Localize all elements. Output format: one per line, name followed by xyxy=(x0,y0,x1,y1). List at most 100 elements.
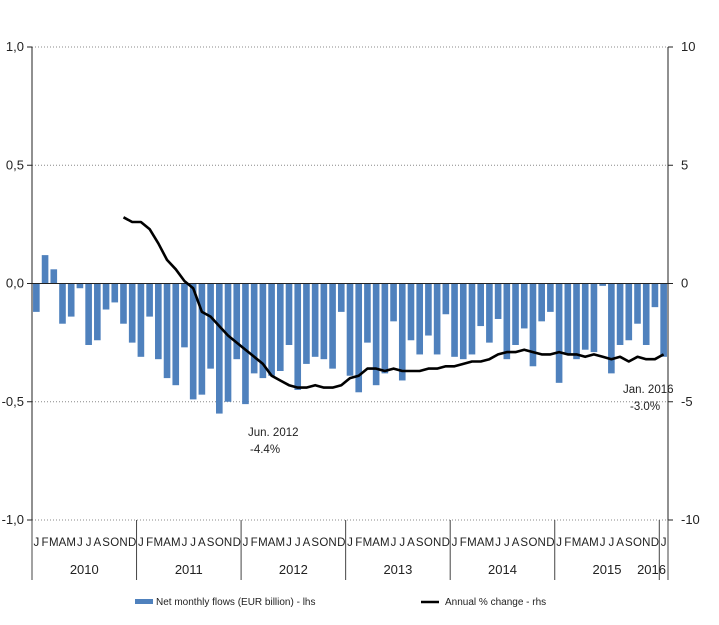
bar xyxy=(155,283,162,360)
legend-line-label: Annual % change - rhs xyxy=(445,597,546,608)
bar xyxy=(599,283,606,286)
bar xyxy=(94,283,101,341)
bar xyxy=(137,283,145,357)
annotation-min-line1: Jun. 2012 xyxy=(248,427,299,439)
bar xyxy=(538,283,545,322)
month-label: M xyxy=(66,537,76,549)
axes xyxy=(27,46,673,580)
month-label: M xyxy=(363,537,373,549)
bar xyxy=(216,283,223,414)
month-label: D xyxy=(337,537,345,549)
annotation-last-line2: -3.0% xyxy=(630,401,660,413)
bar xyxy=(337,283,345,312)
right-tick-label: -10 xyxy=(681,512,700,527)
month-label: A xyxy=(477,537,485,549)
month-label: N xyxy=(642,537,650,549)
bar xyxy=(433,283,441,355)
bar xyxy=(634,283,641,324)
bar xyxy=(207,283,214,369)
month-label: M xyxy=(154,537,164,549)
month-label: N xyxy=(433,537,441,549)
right-axis-ticks: 10 5 0 -5 -10 xyxy=(681,39,700,527)
month-label: D xyxy=(233,537,241,549)
month-label: S xyxy=(207,537,215,549)
month-label: J xyxy=(286,537,292,549)
month-label: S xyxy=(625,537,633,549)
month-label: F xyxy=(460,537,467,549)
month-label: A xyxy=(303,537,311,549)
bar xyxy=(390,283,397,322)
annotation-min-line2: -4.4% xyxy=(250,444,280,456)
month-label: J xyxy=(77,537,83,549)
month-label: M xyxy=(49,537,59,549)
month-label: M xyxy=(258,537,268,549)
month-label: M xyxy=(589,537,599,549)
legend-bar-swatch xyxy=(135,599,153,604)
month-label: O xyxy=(424,537,433,549)
bar xyxy=(163,283,171,379)
month-label: J xyxy=(495,537,501,549)
bar xyxy=(590,283,598,353)
month-label: F xyxy=(146,537,153,549)
bar xyxy=(573,283,580,360)
bar xyxy=(111,283,119,303)
month-label: O xyxy=(110,537,119,549)
month-label: A xyxy=(407,537,415,549)
bar xyxy=(651,283,659,308)
bar xyxy=(642,283,650,345)
month-label: M xyxy=(572,537,582,549)
bar xyxy=(268,283,275,376)
annual-change-line xyxy=(122,216,665,389)
left-tick-label: -0,5 xyxy=(2,394,24,409)
bar xyxy=(33,283,40,312)
bar xyxy=(198,283,206,395)
month-label: F xyxy=(251,537,258,549)
month-label: J xyxy=(608,537,614,549)
month-label: N xyxy=(119,537,127,549)
month-label: J xyxy=(243,537,249,549)
month-label: J xyxy=(399,537,405,549)
bar xyxy=(102,283,110,310)
month-label: F xyxy=(42,537,49,549)
bar xyxy=(329,283,336,369)
month-label: S xyxy=(102,537,110,549)
bar xyxy=(564,283,572,355)
bar xyxy=(242,283,249,405)
month-label: D xyxy=(546,537,554,549)
bar xyxy=(146,283,153,317)
bar xyxy=(416,283,424,355)
legend: Net monthly flows (EUR billion) - lhs An… xyxy=(135,597,546,608)
year-label: 2013 xyxy=(383,562,412,577)
month-label: A xyxy=(616,537,624,549)
bar xyxy=(50,269,58,284)
month-label: F xyxy=(355,537,362,549)
left-tick-label: -1,0 xyxy=(2,512,24,527)
month-label: O xyxy=(215,537,224,549)
bar xyxy=(468,283,476,355)
bar xyxy=(381,283,389,374)
month-label: J xyxy=(182,537,188,549)
bar xyxy=(276,283,284,372)
bar xyxy=(494,283,502,319)
year-label: 2014 xyxy=(488,562,517,577)
month-label: A xyxy=(512,537,520,549)
month-label: J xyxy=(33,537,39,549)
bar xyxy=(529,283,537,367)
bar xyxy=(76,283,84,289)
bar xyxy=(512,283,519,345)
bar xyxy=(224,283,232,402)
bar xyxy=(311,283,319,357)
bar xyxy=(581,283,589,350)
month-label: D xyxy=(651,537,659,549)
month-label: S xyxy=(416,537,424,549)
bar xyxy=(407,283,415,341)
left-axis-ticks: 1,0 0,5 0,0 -0,5 -1,0 xyxy=(2,39,24,527)
bar xyxy=(503,283,511,360)
month-label: J xyxy=(190,537,196,549)
bar xyxy=(520,283,528,329)
bar xyxy=(372,283,380,386)
legend-bar-label: Net monthly flows (EUR billion) - lhs xyxy=(156,597,316,608)
month-label: J xyxy=(504,537,510,549)
bar xyxy=(547,283,554,312)
